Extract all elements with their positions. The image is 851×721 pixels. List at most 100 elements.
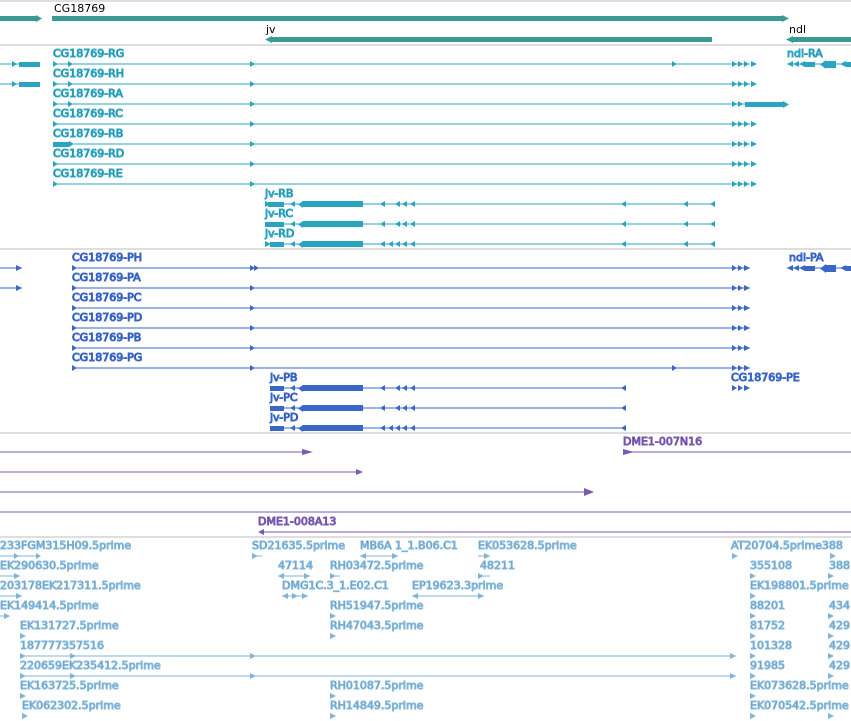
protein-track: CG18769-PH CG18769-PA CG18769-PC	[0, 248, 851, 432]
est-13-label: DMG1C.3_1.E02.C1	[282, 579, 389, 592]
protein-ndl-pa-feature[interactable]	[787, 264, 851, 273]
est-row-3-features[interactable]	[0, 593, 756, 599]
protein-ph-label: CG18769-PH	[72, 251, 142, 264]
est-30-label: EK163725.5prime	[20, 679, 119, 692]
est-17-label: RH51947.5prime	[330, 599, 424, 612]
protein-jv-pd-label: jv-PD	[269, 411, 298, 424]
est-26-label: 429	[829, 639, 850, 652]
est-29-label: 429	[829, 659, 850, 672]
est-22-label: 81752	[750, 619, 785, 632]
transcript-jv-rd-label: jv-RD	[264, 227, 294, 240]
clone-line-2[interactable]	[0, 469, 363, 475]
transcript-rc-feature[interactable]	[53, 121, 757, 127]
transcript-jv-rd-feature[interactable]	[265, 241, 715, 248]
transcript-rg-label: CG18769-RG	[53, 47, 124, 60]
est-8-label: RH03472.5prime	[330, 559, 424, 572]
transcript-ra-label: CG18769-RA	[53, 87, 123, 100]
protein-ndl-pa-label: ndl-PA	[789, 251, 824, 264]
protein-pg-feature[interactable]	[72, 365, 750, 371]
clone-line-1[interactable]	[0, 449, 313, 455]
gene-jv-feature[interactable]	[265, 36, 712, 43]
est-row-6-features[interactable]	[20, 653, 834, 659]
transcript-ndl-ra-feature[interactable]	[787, 60, 851, 69]
clone-n16-label: DME1-007N16	[623, 435, 702, 448]
protein-pa-label: CG18769-PA	[72, 271, 141, 284]
est-row-1-features[interactable]	[0, 553, 836, 559]
transcript-jv-rb-feature[interactable]	[265, 201, 715, 208]
protein-jv-pc-feature[interactable]	[270, 405, 626, 412]
est-12-label: 203178EK217311.5prime	[0, 579, 141, 592]
transcript-ra-feature[interactable]	[53, 101, 789, 108]
clone-a13-label: DME1-008A13	[258, 515, 336, 528]
protein-jv-pc-label: jv-PC	[269, 391, 298, 404]
gene-ndl-feature[interactable]	[786, 36, 851, 43]
est-row-5-features[interactable]	[20, 633, 834, 639]
est-track: 233FGM315H09.5prime SD21635.5prime MB6A …	[0, 536, 851, 719]
clone-a13-feature[interactable]	[258, 529, 851, 535]
est-18-label: 88201	[750, 599, 785, 612]
clone-track: DME1-007N16 DME1-008A13	[0, 432, 851, 535]
transcript-rg-feature[interactable]	[53, 61, 757, 67]
protein-pb-feature[interactable]	[72, 345, 750, 351]
transcript-rb-label: CG18769-RB	[53, 127, 123, 140]
transcript-rd-label: CG18769-RD	[53, 147, 124, 160]
est-24-label: 187777357516	[20, 639, 104, 652]
est-16-label: EK149414.5prime	[0, 599, 99, 612]
est-9-label: 48211	[480, 559, 515, 572]
est-21-label: RH47043.5prime	[330, 619, 424, 632]
protein-pd-label: CG18769-PD	[72, 311, 142, 324]
protein-pc-feature[interactable]	[72, 305, 750, 311]
est-2-label: SD21635.5prime	[252, 539, 345, 552]
est-11-label: 388	[829, 559, 850, 572]
gene-track: CG18769 jv ndl	[0, 0, 851, 43]
transcript-re-label: CG18769-RE	[53, 167, 123, 180]
protein-pb-label: CG18769-PB	[72, 331, 141, 344]
est-31-label: RH01087.5prime	[330, 679, 424, 692]
est-14-label: EP19623.3prime	[412, 579, 503, 592]
transcript-jv-rc-label: jv-RC	[264, 207, 293, 220]
est-32-label: EK073628.5prime	[750, 679, 849, 692]
protein-pd-feature[interactable]	[72, 325, 750, 331]
transcript-re-feature[interactable]	[53, 181, 757, 187]
protein-ph-feature[interactable]	[72, 265, 750, 271]
est-row-4-features[interactable]	[0, 613, 834, 619]
est-34-label: RH14849.5prime	[330, 699, 424, 712]
est-row-8-features[interactable]	[20, 693, 756, 699]
transcript-rb-feature[interactable]	[53, 141, 757, 147]
est-25-label: 101328	[750, 639, 792, 652]
est-35-label: EK070542.5prime	[750, 699, 849, 712]
est-row-7-features[interactable]	[20, 673, 834, 679]
gene-ndl-label: ndl	[789, 23, 806, 36]
est-1-label: 233FGM315H09.5prime	[0, 539, 131, 552]
est-28-label: 91985	[750, 659, 785, 672]
est-row-9-features[interactable]	[22, 713, 834, 719]
est-23-label: 429	[829, 619, 850, 632]
protein-pe-label: CG18769-PE	[731, 371, 800, 384]
est-5-label: AT20704.5prime388	[731, 539, 843, 552]
est-15-label: EK198801.5prime	[750, 579, 849, 592]
est-33-label: EK062302.5prime	[22, 699, 121, 712]
transcript-jv-rb-label: jv-RB	[264, 187, 293, 200]
protein-pg-label: CG18769-PG	[72, 351, 142, 364]
est-19-label: 434	[829, 599, 850, 612]
transcript-track: CG18769-RG CG18769-RH CG18769-RA	[0, 44, 851, 248]
est-27-label: 220659EK235412.5prime	[20, 659, 161, 672]
gene-cg18769-feature[interactable]	[0, 15, 789, 22]
est-10-label: 355108	[750, 559, 792, 572]
transcript-rh-feature[interactable]	[53, 81, 757, 87]
transcript-ndl-ra-label: ndl-RA	[787, 47, 823, 60]
est-20-label: EK131727.5prime	[20, 619, 119, 632]
est-6-label: EK290630.5prime	[0, 559, 99, 572]
protein-pc-label: CG18769-PC	[72, 291, 142, 304]
transcript-jv-rc-feature[interactable]	[265, 221, 715, 228]
protein-jv-pb-feature[interactable]	[270, 385, 626, 392]
est-row-2-features[interactable]	[0, 573, 834, 579]
est-7-label: 47114	[278, 559, 313, 572]
clone-line-3[interactable]	[0, 488, 594, 496]
protein-pe-feature[interactable]	[732, 385, 750, 391]
clone-n16-feature[interactable]	[623, 449, 851, 455]
protein-pa-feature[interactable]	[72, 285, 750, 291]
protein-jv-pd-feature[interactable]	[270, 425, 626, 432]
transcript-rd-feature[interactable]	[53, 161, 757, 167]
